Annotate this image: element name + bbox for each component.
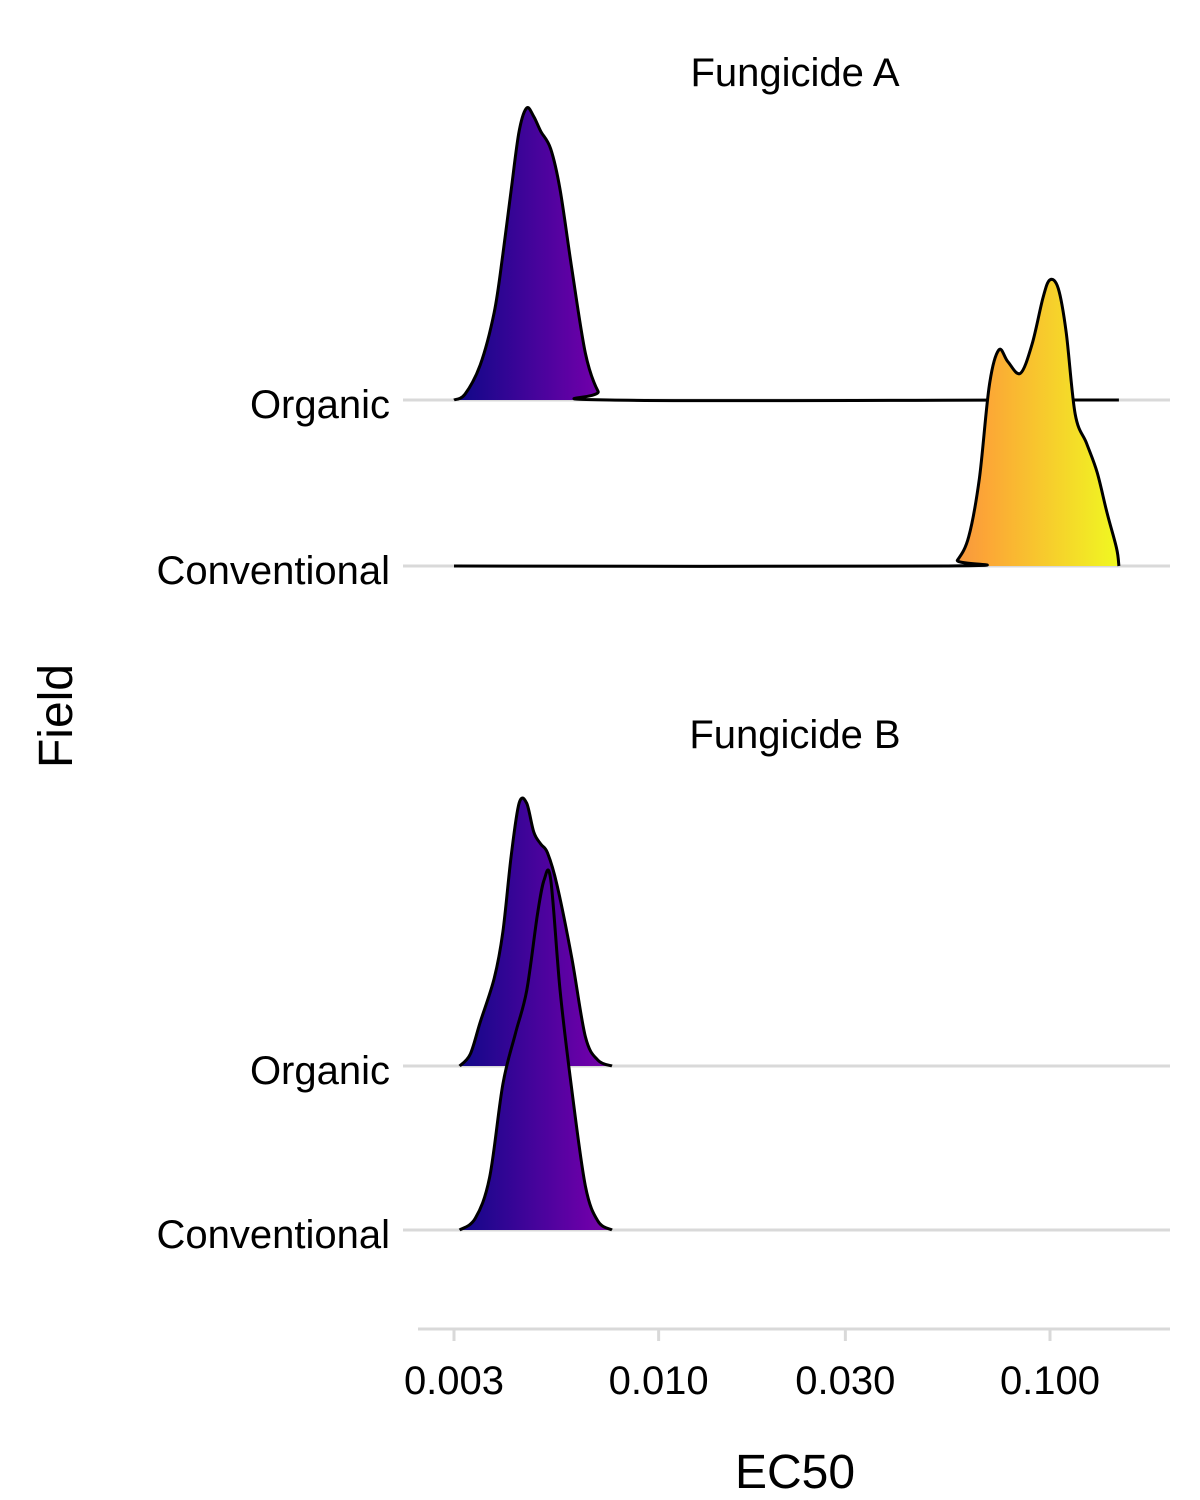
x-tick-label: 0.030 [795, 1359, 895, 1403]
ridge-line-fungicide-b-organic [458, 796, 613, 1068]
facet-fungicide-b: Fungicide B Organic Conventional [157, 713, 1170, 1257]
ridges-fungicide-b [458, 796, 613, 1232]
x-tick-label: 0.010 [609, 1359, 709, 1403]
x-axis-ticks: 0.003 0.010 0.030 0.100 [404, 1329, 1100, 1403]
y-axis-title: Field [30, 664, 83, 768]
ridge-line-fungicide-a-conventional [453, 277, 1121, 568]
ridge-line-fungicide-b-conventional [458, 868, 613, 1232]
ridge-line-fungicide-a-organic [453, 106, 1119, 403]
x-axis-title: EC50 [735, 1446, 855, 1499]
x-tick-label: 0.100 [1000, 1359, 1100, 1403]
category-label-conventional-b: Conventional [157, 1213, 391, 1257]
facet-title-fungicide-a: Fungicide A [690, 51, 899, 95]
category-label-organic-b: Organic [250, 1049, 390, 1093]
ridge-fill-fungicide-b-conventional [459, 869, 612, 1230]
ridges-fungicide-a [453, 106, 1121, 568]
ridge-fill-fungicide-a-organic [454, 107, 1119, 401]
x-tick-label: 0.003 [404, 1359, 504, 1403]
facet-fungicide-a: Fungicide A Organic Conventional [157, 51, 1170, 593]
facet-title-fungicide-b: Fungicide B [689, 713, 900, 757]
category-label-organic-a: Organic [250, 383, 390, 427]
category-label-conventional-a: Conventional [157, 549, 391, 593]
x-axis: 0.003 0.010 0.030 0.100 EC50 [404, 1327, 1170, 1499]
